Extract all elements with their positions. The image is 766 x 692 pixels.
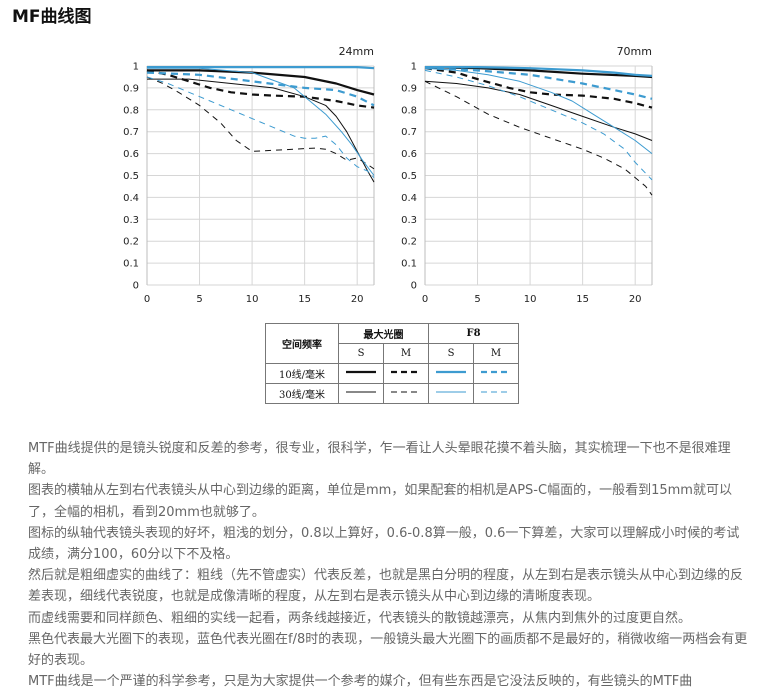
series-line-max-aperture-10lpmm-m bbox=[424, 67, 653, 109]
x-tick-label: 20 bbox=[629, 294, 642, 305]
series-line-max-aperture-30lpmm-s bbox=[424, 80, 653, 141]
paragraph: 然后就是粗细虚实的曲线了：粗线（先不管虚实）代表反差，也就是黑白分明的程度，从左… bbox=[28, 568, 744, 605]
y-tick-label: 0 bbox=[133, 281, 139, 292]
explanation-text: MTF曲线提供的是镜头锐度和反差的参考，很专业，很科学，乍一看让人头晕眼花摸不着… bbox=[28, 438, 748, 692]
y-tick-label: 0.3 bbox=[401, 215, 417, 226]
y-tick-label: 0.7 bbox=[123, 127, 139, 138]
y-tick-label: 0.9 bbox=[123, 83, 139, 94]
mtf-chart-70mm: 0 0.1 0.2 0.3 0.4 0.5 0.6 0.7 0.8 0.9 1 0 5 10 15 20 70m… bbox=[395, 44, 655, 305]
y-tick-label: 0.3 bbox=[123, 215, 139, 226]
series-line-max-aperture-10lpmm-s bbox=[147, 69, 375, 96]
paragraph: 图表的横轴从左到右代表镜头从中心到边缘的距离，单位是mm，如果配套的相机是APS… bbox=[28, 483, 732, 520]
series-line-f8-30lpmm-m bbox=[146, 76, 375, 179]
series-line-f8-10lpmm-m bbox=[424, 67, 653, 100]
x-tick-label: 0 bbox=[144, 294, 150, 305]
legend-sample-blue-thick-dashed bbox=[473, 363, 519, 384]
x-tick-label: 10 bbox=[246, 294, 259, 305]
legend-row-header: 空间频率 bbox=[265, 323, 339, 364]
y-tick-label: 0.9 bbox=[401, 83, 417, 94]
legend-sample-black-thick-solid bbox=[338, 363, 384, 384]
series-line-f8-30lpmm-s bbox=[147, 67, 375, 176]
series-line-f8-10lpmm-s bbox=[147, 66, 375, 70]
legend-col-m: M bbox=[473, 343, 519, 364]
paragraph: 而虚线需要和同样颜色、粗细的实线一起看，两条线越接近，代表镜头的散镜越漂亮，从焦… bbox=[28, 610, 692, 626]
x-tick-label: 5 bbox=[474, 294, 480, 305]
y-tick-label: 0.1 bbox=[123, 259, 139, 270]
y-tick-label: 0.2 bbox=[401, 237, 417, 248]
series-line-max-aperture-30lpmm-m bbox=[424, 80, 653, 196]
chart-svg: 00.10.20.30.40.50.60.70.80.910 5 10 15 2070m… bbox=[401, 45, 653, 305]
series-line-max-aperture-30lpmm-m bbox=[146, 76, 375, 170]
chart-title: 24mm bbox=[339, 45, 374, 58]
legend-sample-black-thin-dashed bbox=[383, 383, 429, 404]
legend-sample-black-thick-dashed bbox=[383, 363, 429, 384]
legend-row-label: 30线/毫米 bbox=[265, 383, 339, 404]
paragraph: MTF曲线是一个严谨的科学参考，只是为大家提供一个参考的媒介，但有些东西是它没法… bbox=[28, 674, 693, 690]
legend-row: 10线/毫米 bbox=[265, 363, 519, 384]
paragraph: 图标的纵轴代表镜头表现的好坏，粗浅的划分，0.8以上算好，0.6-0.8算一般，… bbox=[28, 525, 740, 563]
y-tick-label: 0.8 bbox=[401, 105, 417, 116]
paragraph: MTF曲线提供的是镜头锐度和反差的参考，很专业，很科学，乍一看让人头晕眼花摸不着… bbox=[28, 441, 731, 478]
series-line-f8-30lpmm-m bbox=[424, 69, 653, 181]
series-line-f8-10lpmm-m bbox=[146, 71, 375, 107]
chart-svg: 00.10.20.30.40.50.60.70.80.910 5 10 15 2024m… bbox=[123, 45, 375, 305]
mtf-chart-24mm: 0 0.1 0.2 0.3 0.4 0.5 0.6 0.7 0.8 0.9 1 0 5 10 15 20 24m… bbox=[117, 44, 377, 305]
legend-group-f8: F8 bbox=[428, 323, 519, 344]
paragraph: 黑色代表最大光圈下的表现，蓝色代表光圈在f/8时的表现，一般镜头最大光圈下的画质… bbox=[28, 631, 748, 669]
y-tick-label: 0.1 bbox=[401, 259, 417, 270]
y-tick-label: 0.4 bbox=[401, 193, 417, 204]
y-tick-label: 0.5 bbox=[401, 171, 417, 182]
legend-group-max-aperture: 最大光圈 bbox=[338, 323, 429, 344]
x-tick-label: 15 bbox=[298, 294, 311, 305]
y-tick-label: 0.6 bbox=[123, 149, 139, 160]
y-tick-label: 0.4 bbox=[123, 193, 139, 204]
legend-col-s: S bbox=[338, 343, 384, 364]
y-tick-label: 0.2 bbox=[123, 237, 139, 248]
y-tick-label: 1 bbox=[411, 62, 417, 73]
legend-row: 30线/毫米 bbox=[265, 383, 519, 404]
series-line-f8-10lpmm-s bbox=[425, 66, 653, 77]
y-tick-label: 0 bbox=[411, 281, 417, 292]
x-tick-label: 15 bbox=[576, 294, 589, 305]
y-tick-label: 0.8 bbox=[123, 105, 139, 116]
legend-sample-blue-thin-dashed bbox=[473, 383, 519, 404]
legend-col-m: M bbox=[383, 343, 429, 364]
chart-title: 70mm bbox=[617, 45, 652, 58]
x-tick-label: 20 bbox=[351, 294, 364, 305]
y-tick-label: 0.6 bbox=[401, 149, 417, 160]
page-title: MF曲线图 bbox=[12, 7, 92, 27]
y-tick-label: 0.7 bbox=[401, 127, 417, 138]
x-tick-label: 0 bbox=[422, 294, 428, 305]
legend-row-label: 10线/毫米 bbox=[265, 363, 339, 384]
x-tick-label: 10 bbox=[524, 294, 537, 305]
y-tick-label: 0.5 bbox=[123, 171, 139, 182]
y-tick-label: 1 bbox=[133, 62, 139, 73]
legend-sample-blue-thick-solid bbox=[428, 363, 474, 384]
legend-col-s: S bbox=[428, 343, 474, 364]
series-line-f8-30lpmm-s bbox=[424, 67, 653, 154]
legend-table: 空间频率 最大光圈 F8 S M S M 10线/毫米 30线/毫米 bbox=[265, 323, 519, 404]
legend-sample-black-thin-solid bbox=[338, 383, 384, 404]
legend-sample-blue-thin-solid bbox=[428, 383, 474, 404]
x-tick-label: 5 bbox=[196, 294, 202, 305]
